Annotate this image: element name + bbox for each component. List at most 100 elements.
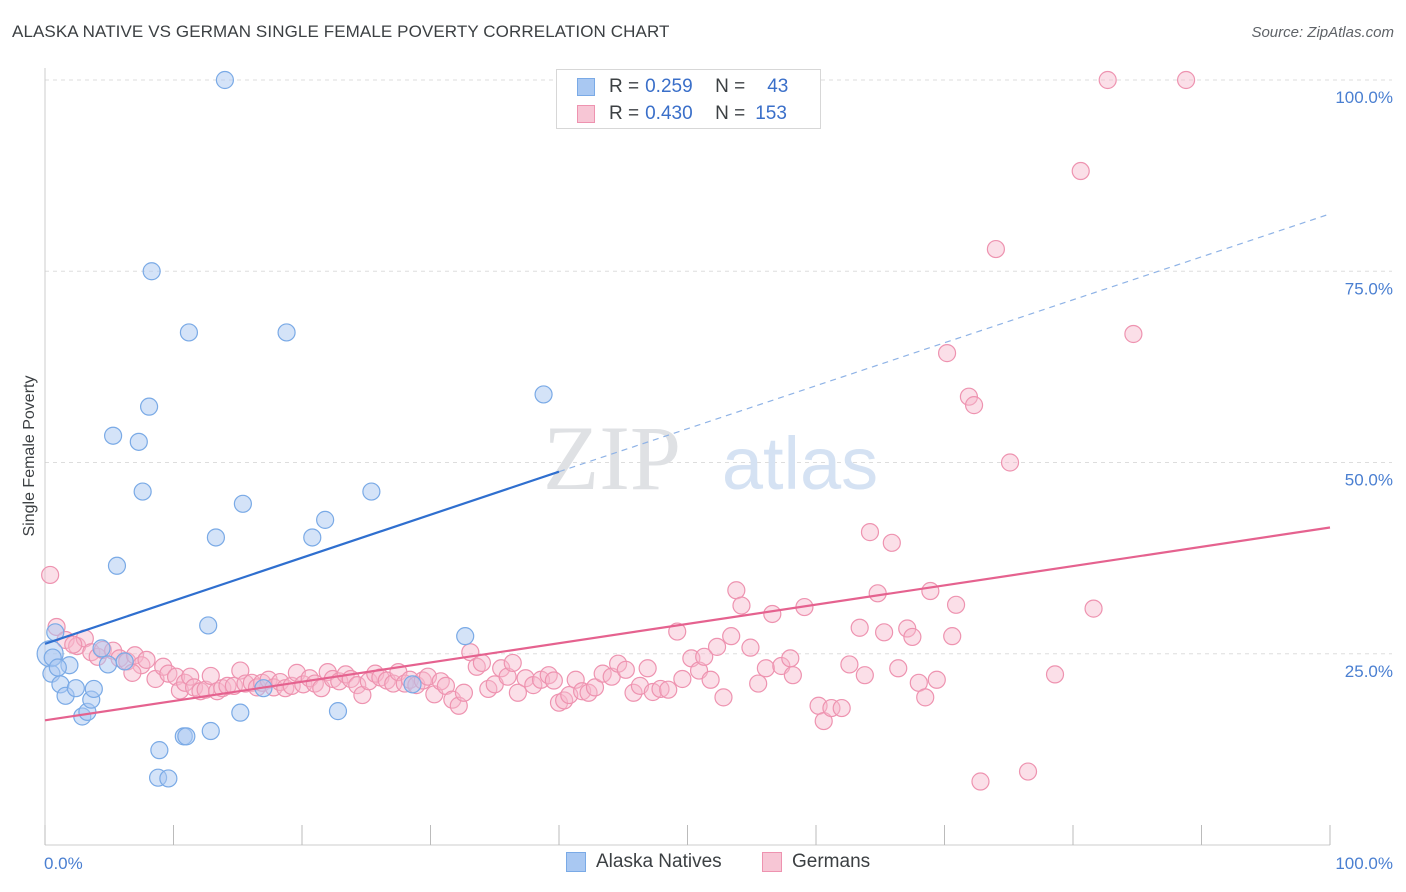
axes (44, 68, 1331, 846)
stats-legend-row-germans: R = 0.430 N = 153 (577, 101, 787, 127)
r-label: R = (609, 103, 640, 124)
germans-point (964, 396, 984, 415)
alaska-natives-trend-extension (558, 213, 1331, 473)
r-label: R = (609, 76, 640, 97)
y-axis-title: Single Female Poverty (21, 376, 38, 537)
germans-point (508, 683, 527, 702)
alaska-natives-point (150, 741, 169, 760)
germans-point (668, 622, 687, 641)
alaska-natives-point (231, 703, 250, 722)
alaska-natives-point (316, 510, 335, 529)
grid-lines (45, 79, 1392, 655)
alaska-natives-point (303, 528, 322, 547)
y-tick-label-100: 100.0% (1335, 88, 1393, 107)
germans-point (624, 683, 643, 702)
germans-point (756, 659, 775, 678)
alaska-natives-point (142, 262, 161, 281)
germans-point (1098, 70, 1117, 90)
alaska-natives-point (456, 627, 475, 646)
germans-point (224, 676, 243, 695)
germans-point (1176, 70, 1196, 90)
y-tick-label-50: 50.0% (1345, 471, 1393, 490)
alaska-natives-point (159, 769, 178, 788)
chart-title: ALASKA NATIVE VS GERMAN SINGLE FEMALE PO… (12, 22, 670, 41)
germans-point (921, 581, 940, 601)
germans-point (137, 650, 156, 669)
n-value: 43 (767, 76, 789, 97)
stats-legend-row-alaska: R = 0.259 N = 43 (577, 74, 788, 100)
alaska-natives-point (98, 655, 118, 674)
germans-point (201, 666, 220, 686)
germans-point (695, 647, 714, 666)
alaska-natives-point (48, 658, 67, 677)
germans-point (673, 669, 692, 689)
x-tick-label-min: 0.0% (44, 854, 83, 873)
chart-source: Source: ZipAtlas.com (1251, 24, 1394, 41)
alaska-natives-point (206, 528, 226, 547)
n-label: N = (715, 103, 746, 124)
alaska-natives-point (403, 675, 422, 694)
tick-labels: 25.0% 50.0% 75.0% 100.0% 0.0% 100.0% (44, 88, 1393, 873)
germans-point (783, 666, 802, 685)
series-legend: Alaska Natives Germans (0, 851, 1406, 879)
alaska-natives-point (84, 679, 103, 699)
germans-point (1124, 324, 1143, 344)
germans-point (1000, 453, 1020, 472)
watermark-atlas: atlas (722, 422, 878, 505)
alaska-natives-point (139, 397, 159, 416)
alaska-natives-point (201, 721, 220, 741)
alaska-natives-trend-line (44, 470, 560, 645)
alaska-natives-point (133, 482, 152, 501)
germans-point (855, 666, 874, 685)
r-value: 0.259 (645, 76, 693, 97)
germans-point (503, 653, 522, 673)
alaska-natives-point (328, 702, 348, 721)
alaska-natives-point (215, 70, 234, 90)
germans-swatch (577, 105, 595, 123)
germans-point (659, 680, 678, 699)
germans-point (348, 676, 367, 695)
watermark: ZIP atlas (543, 407, 878, 509)
germans-point (585, 678, 605, 697)
legend-item-alaska-natives[interactable]: Alaska Natives (566, 851, 722, 873)
alaska-swatch (577, 78, 595, 96)
germans-point (875, 623, 894, 642)
germans-point (41, 565, 60, 585)
germans-point (1084, 599, 1103, 618)
n-label: N = (715, 76, 746, 97)
germans-point (927, 670, 946, 689)
alaska-natives-point (277, 323, 296, 342)
germans-point (832, 698, 851, 718)
germans-point (943, 627, 962, 646)
germans-point (889, 659, 908, 678)
legend-label: Alaska Natives (596, 851, 722, 872)
germans-point (218, 676, 237, 695)
y-tick-label-25: 25.0% (1345, 662, 1393, 681)
alaska-natives-point (107, 556, 127, 575)
germans-point (181, 667, 200, 686)
germans-point (727, 581, 746, 600)
germans-point (781, 649, 800, 668)
legend-item-germans[interactable]: Germans (762, 851, 870, 873)
r-value: 0.430 (645, 103, 693, 124)
germans-point (903, 627, 922, 647)
germans-point (732, 596, 751, 615)
germans-point (566, 670, 585, 689)
germans-point (763, 604, 782, 624)
alaska-swatch (566, 852, 586, 872)
x-tick-label-max: 100.0% (1335, 854, 1393, 873)
alaska-natives-point (534, 385, 553, 404)
germans-point (749, 674, 768, 693)
germans-point (1018, 762, 1038, 781)
alaska-natives-point (66, 679, 85, 698)
germans-point (722, 627, 741, 646)
germans-point (472, 653, 491, 673)
germans-point (1071, 161, 1090, 181)
germans-point (741, 638, 760, 657)
alaska-natives-point (115, 652, 134, 671)
germans-point (544, 671, 563, 690)
alaska-natives-point (362, 482, 381, 501)
germans-point (714, 688, 733, 707)
y-tick-label-75: 75.0% (1345, 279, 1393, 298)
watermark-zip: ZIP (543, 407, 681, 509)
